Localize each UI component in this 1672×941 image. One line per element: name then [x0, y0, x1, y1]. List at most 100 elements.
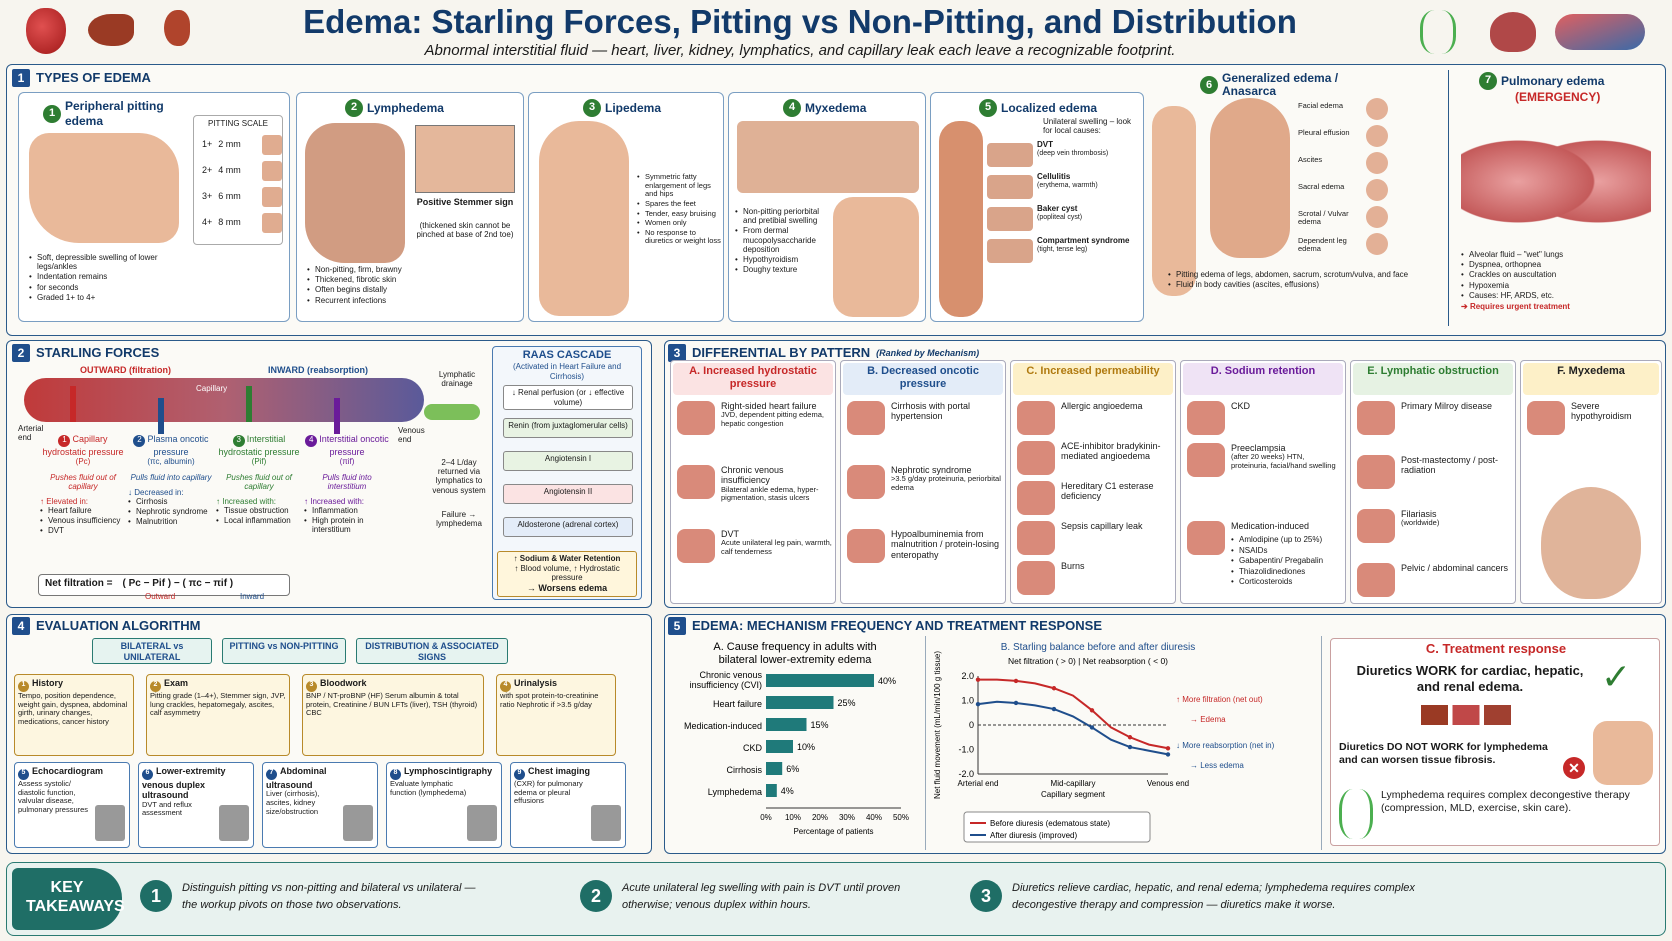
differential-image: [1187, 443, 1225, 477]
line-y-tick: 1.0: [961, 696, 974, 706]
bar-x-tick: 30%: [839, 813, 855, 822]
anasarca-legs-image: [1152, 106, 1196, 296]
myxedema-legs-image: [833, 197, 919, 317]
differential-heading: E. Lymphatic obstruction: [1353, 363, 1513, 395]
bar-category-label: Lymphedema: [708, 787, 762, 797]
differential-item: Pelvic / abdominal cancers: [1401, 563, 1509, 573]
eval-criterion: BILATERAL vs UNILATERAL: [92, 638, 212, 664]
localized-leg-image: [939, 121, 983, 317]
checkmark-icon: ✓: [1601, 656, 1632, 697]
lymph-vessel: [424, 404, 480, 420]
line-point: [975, 701, 981, 707]
anasarca-label: Facial edema: [1298, 101, 1344, 110]
lymphedema-bullets: Non-pitting, firm, brawnyThickened, fibr…: [307, 265, 507, 306]
eval-criterion: DISTRIBUTION & ASSOCIATED SIGNS: [356, 638, 508, 664]
bar-value-label: 4%: [781, 786, 794, 796]
line-x-tick: Mid-capillary: [1051, 779, 1096, 788]
differential-item: Right-sided heart failure JVD, dependent …: [721, 401, 824, 428]
raas-cascade: RAAS CASCADE (Activated in Heart Failure…: [492, 346, 642, 600]
venous-end-label: Venous end: [398, 426, 425, 445]
hypothyroid-face-image: [1541, 487, 1641, 599]
bar-category-label: Heart failure: [713, 699, 762, 709]
starling-force: 4 Interstitial oncotic pressure (πif) Pulls…: [304, 434, 390, 536]
bar-chart-title-2: bilateral lower-extremity edema: [719, 654, 873, 666]
differential-image: [677, 401, 715, 435]
key-takeaways: [6, 862, 1666, 936]
line-point: [1127, 744, 1133, 750]
localized-cause: Cellulitis (erythema, warmth): [1037, 172, 1098, 189]
pitting-depth: 6 mm: [218, 191, 241, 202]
line-chart: B. Starling balance before and after diu…: [933, 642, 1275, 843]
bar-chart-panel: A. Cause frequency in adults with bilater…: [664, 636, 926, 850]
differential-image: [1017, 481, 1055, 515]
anasarca-thumb: [1366, 152, 1388, 174]
raas-step: Aldosterone (adrenal cortex): [503, 517, 633, 537]
anasarca-label: Ascites: [1298, 155, 1323, 164]
eval-test-image: [591, 805, 621, 841]
eval-test: 6 Lower-extremity venous duplex ultrasoun…: [138, 762, 254, 848]
net-outward: Outward: [145, 592, 176, 601]
lymph-failure: Failure → lymphedema: [436, 510, 482, 529]
bar-x-tick: 40%: [866, 813, 882, 822]
differential-image: [677, 529, 715, 563]
pitting-grade-row: 4+ 8 mm: [202, 212, 282, 233]
legend-entry: After diuresis (improved): [990, 831, 1077, 840]
line-point: [1013, 700, 1019, 706]
differential-item: Primary Milroy disease: [1401, 401, 1493, 411]
pitting-grade-row: 2+ 4 mm: [202, 160, 282, 181]
bar-value-label: 25%: [838, 698, 856, 708]
differential-item: ACE-inhibitor bradykinin-mediated angioe…: [1061, 441, 1161, 462]
anasarca-label: Scrotal / Vulvar edema: [1298, 209, 1349, 227]
bar-chart: A. Cause frequency in adults withbilater…: [684, 641, 909, 836]
pitting-grade: 3+: [202, 191, 213, 202]
takeaway-number: 2: [580, 880, 612, 912]
capillary-label: Capillary: [196, 384, 228, 393]
bar: [766, 696, 834, 709]
lymphedema-therapy: Lymphedema requires complex decongestive…: [1381, 789, 1630, 814]
differential-column: A. Increased hydrostatic pressure Right-s…: [670, 360, 836, 604]
annot-down-2: → Less edema: [1190, 761, 1244, 770]
localized-cause: Compartment syndrome (tight, tense leg): [1037, 236, 1130, 253]
toe-image: [415, 125, 515, 193]
differential-image: [847, 465, 885, 499]
takeaways-label: KEY TAKEAWAYS: [12, 868, 125, 930]
differential-image: [1187, 521, 1225, 555]
differential-image: [1017, 441, 1055, 475]
bar: [766, 718, 807, 731]
anasarca-label: Pleural effusion: [1298, 128, 1350, 137]
differential-item: Preeclampsia (after 20 weeks) HTN, protei…: [1231, 443, 1336, 470]
bar-chart-title: A. Cause frequency in adults with: [713, 641, 876, 653]
bar-category-label: CKD: [743, 743, 763, 753]
treatment-response: C. Treatment response Diuretics WORK for…: [1330, 638, 1660, 846]
differential-item: Burns: [1061, 561, 1085, 571]
differential-image: [677, 465, 715, 499]
differential-item: Sepsis capillary leak: [1061, 521, 1143, 531]
differential-item: CKD: [1231, 401, 1251, 411]
bar-value-label: 6%: [786, 764, 799, 774]
outward-label: OUTWARD (filtration): [80, 365, 171, 375]
starling-force: 1 Capillary hydrostatic pressure (Pc) Pushe…: [40, 434, 126, 537]
differential-image: [1527, 401, 1565, 435]
differential-image: [1357, 509, 1395, 543]
line-point: [1165, 752, 1171, 757]
differential-item: Severe hypothyroidism: [1571, 401, 1632, 422]
pulmonary-bullets: Alveolar fluid – "wet" lungsDyspnea, ort…: [1461, 250, 1657, 301]
bar: [766, 762, 783, 775]
line-chart-subtitle: Net filtration ( > 0) | Net reabsorption…: [1008, 656, 1168, 666]
line-y-tick: 2.0: [961, 671, 974, 681]
pitting-scale: PITTING SCALE 1+ 2 mm 2+ 4 mm 3+ 6 mm 4+ 8 mm: [193, 115, 283, 245]
anasarca-thumb: [1366, 98, 1388, 120]
legend-entry: Before diuresis (edematous state): [990, 819, 1110, 828]
anasarca-thumb: [1366, 179, 1388, 201]
differential-image: [1017, 401, 1055, 435]
localized-cause-image: [987, 207, 1033, 231]
pitting-grade: 2+: [202, 165, 213, 176]
anasarca-thumb: [1366, 206, 1388, 228]
pit-image: [262, 160, 282, 181]
pit-image: [262, 134, 282, 155]
x-icon: ✕: [1563, 757, 1585, 779]
force-arrow: [334, 398, 340, 434]
anasarca-thumb: [1366, 125, 1388, 147]
lymph-network-icon: [1339, 789, 1373, 839]
